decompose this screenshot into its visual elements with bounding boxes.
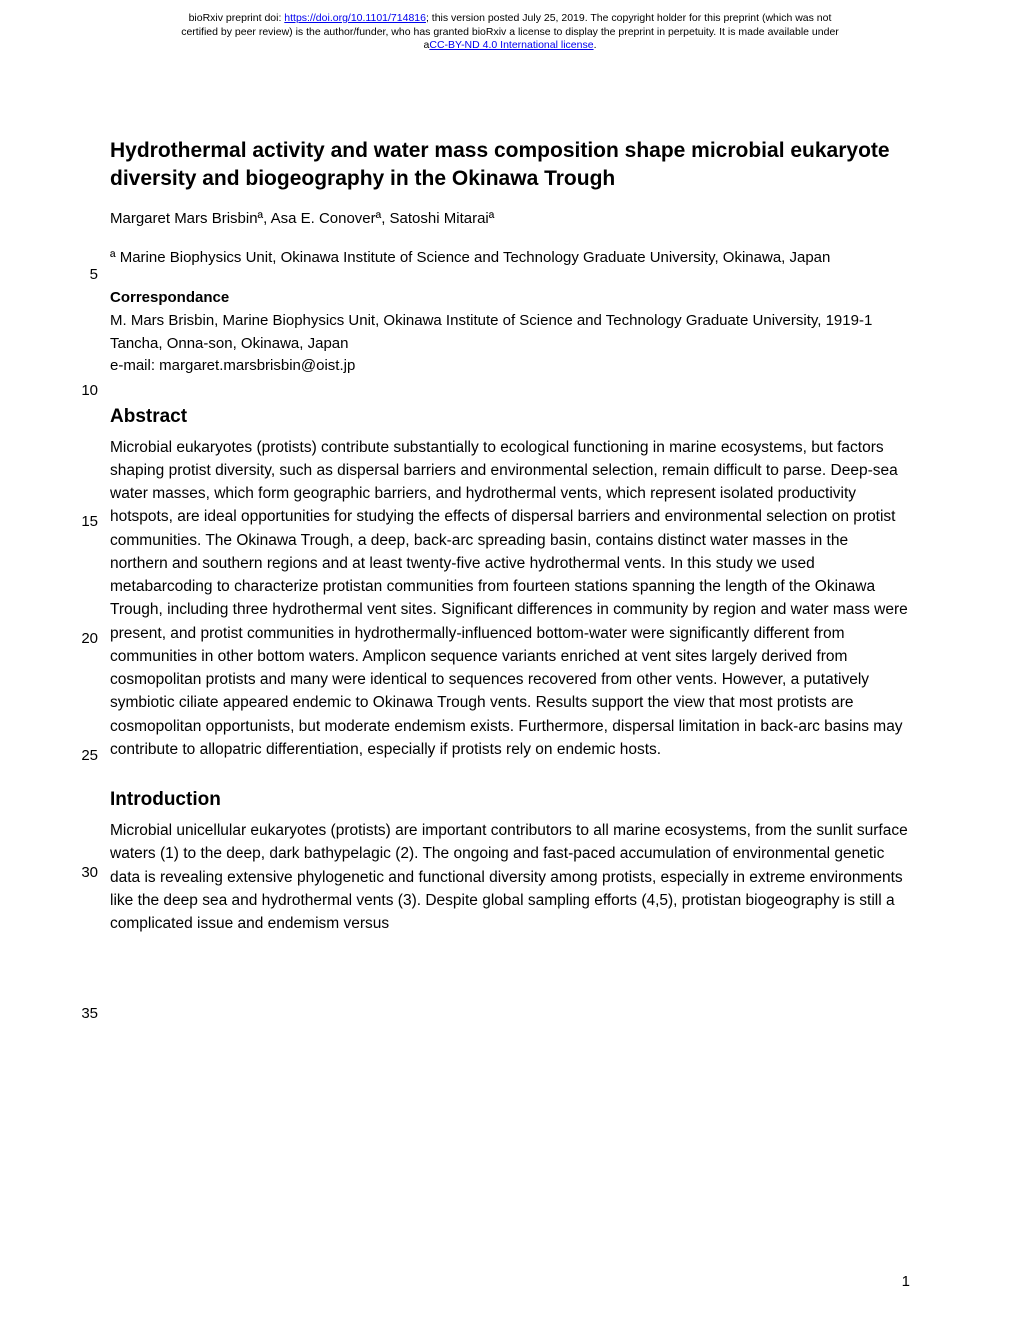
line-number-20: 20 [68,630,98,647]
introduction-heading: Introduction [110,789,910,811]
line-number-15: 15 [68,513,98,530]
abstract-heading: Abstract [110,406,910,428]
paper-title: Hydrothermal activity and water mass com… [110,137,910,194]
authors-line: Margaret Mars Brisbinª, Asa E. Conoverª,… [110,210,910,227]
main-content: Hydrothermal activity and water mass com… [0,57,1020,965]
correspondence-email: e-mail: margaret.marsbrisbin@oist.jp [110,357,355,374]
preprint-text-before: bioRxiv preprint doi: [189,12,285,24]
line-number-30: 30 [68,864,98,881]
introduction-body: Microbial unicellular eukaryotes (protis… [110,819,910,935]
correspondence-heading: Correspondance [110,289,910,306]
abstract-body: Microbial eukaryotes (protists) contribu… [110,436,910,762]
preprint-banner: bioRxiv preprint doi: https://doi.org/10… [0,0,1020,57]
page-number: 1 [902,1273,910,1290]
preprint-line2: certified by peer review) is the author/… [181,26,839,38]
line-number-25: 25 [68,747,98,764]
correspondence-address: M. Mars Brisbin, Marine Biophysics Unit,… [110,312,872,352]
doi-link[interactable]: https://doi.org/10.1101/714816 [284,12,426,24]
line-number-5: 5 [68,266,98,283]
license-link[interactable]: CC-BY-ND 4.0 International license [429,39,593,51]
preprint-line3-after: . [594,39,597,51]
affiliation-text: ª Marine Biophysics Unit, Okinawa Instit… [110,247,910,270]
preprint-text-after: ; this version posted July 25, 2019. The… [426,12,831,24]
line-number-10: 10 [68,382,98,399]
line-number-35: 35 [68,1005,98,1022]
correspondence-body: M. Mars Brisbin, Marine Biophysics Unit,… [110,310,910,378]
